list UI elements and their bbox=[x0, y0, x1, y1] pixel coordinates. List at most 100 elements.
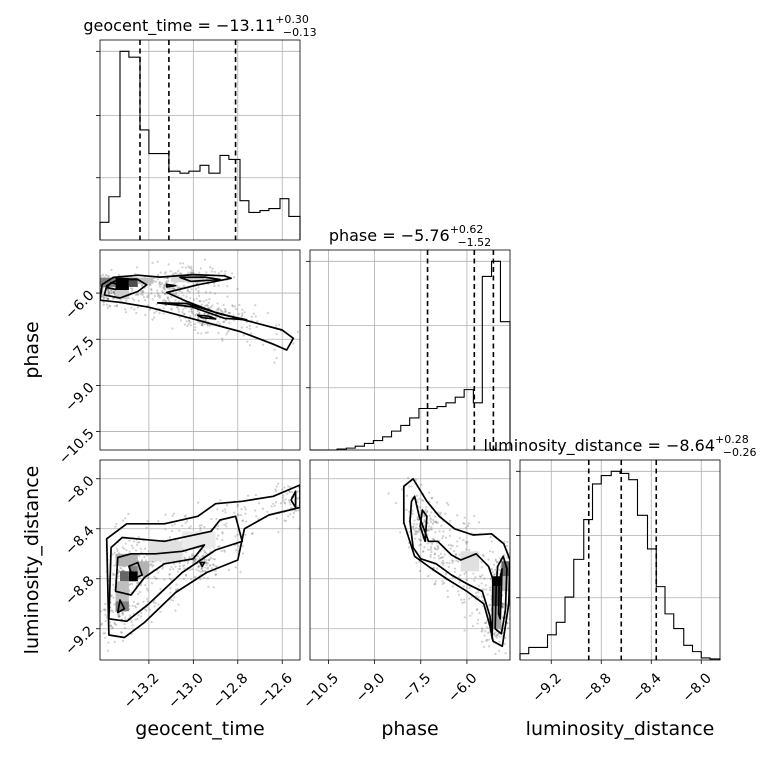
scatter-point bbox=[136, 603, 139, 606]
scatter-point bbox=[227, 311, 231, 315]
scatter-point bbox=[146, 520, 149, 523]
scatter-point bbox=[485, 621, 488, 624]
scatter-point bbox=[178, 289, 181, 293]
density-cell-0 bbox=[128, 571, 138, 582]
scatter-point bbox=[288, 501, 291, 504]
scatter-point bbox=[190, 554, 193, 557]
scatter-point bbox=[139, 584, 142, 587]
scatter-point bbox=[134, 272, 137, 276]
scatter-point bbox=[460, 598, 463, 601]
scatter-point bbox=[175, 583, 178, 586]
scatter-point bbox=[289, 513, 292, 516]
scatter-point bbox=[187, 319, 190, 322]
scatter-point bbox=[136, 592, 140, 595]
scatter-point bbox=[137, 602, 140, 605]
scatter-point bbox=[489, 589, 492, 592]
scatter-point bbox=[233, 305, 237, 308]
scatter-point bbox=[427, 529, 431, 532]
scatter-point bbox=[452, 550, 456, 553]
scatter-point bbox=[100, 622, 104, 625]
scatter-point bbox=[501, 606, 504, 609]
scatter-point bbox=[463, 573, 466, 576]
scatter-point bbox=[199, 570, 202, 573]
density-cell-5 bbox=[460, 551, 480, 572]
scatter-point bbox=[171, 327, 174, 330]
contour-2 bbox=[494, 555, 508, 635]
scatter-point bbox=[170, 530, 174, 533]
scatter-point bbox=[228, 321, 231, 324]
scatter-point bbox=[153, 311, 156, 315]
scatter-point bbox=[176, 305, 179, 308]
scatter-point bbox=[432, 518, 435, 522]
scatter-point bbox=[137, 293, 140, 296]
scatter-point bbox=[505, 544, 509, 548]
scatter-point bbox=[186, 289, 189, 293]
scatter-point bbox=[507, 626, 510, 630]
scatter-point bbox=[102, 301, 105, 304]
scatter-point bbox=[136, 541, 139, 544]
scatter-point bbox=[415, 532, 418, 536]
scatter-point bbox=[213, 292, 216, 295]
scatter-point bbox=[196, 309, 200, 313]
scatter-point bbox=[177, 300, 181, 303]
scatter-point bbox=[164, 513, 167, 516]
scatter-point bbox=[106, 297, 110, 300]
scatter-point bbox=[436, 521, 439, 524]
scatter-point bbox=[236, 287, 239, 290]
scatter-point bbox=[292, 511, 296, 515]
scatter-point bbox=[254, 304, 257, 307]
scatter-point bbox=[143, 608, 146, 611]
scatter-point bbox=[124, 311, 128, 314]
scatter-point bbox=[159, 610, 162, 613]
scatter-point bbox=[202, 300, 205, 303]
scatter-point bbox=[206, 577, 209, 580]
scatter-point bbox=[493, 632, 496, 635]
scatter-point bbox=[490, 540, 493, 543]
scatter-point bbox=[439, 556, 443, 560]
scatter-point bbox=[209, 557, 213, 560]
scatter-point bbox=[214, 573, 217, 576]
x-tick-label-3: −6.0 bbox=[445, 670, 480, 705]
scatter-point bbox=[249, 332, 253, 335]
scatter-point bbox=[484, 630, 487, 633]
scatter-point bbox=[513, 580, 515, 582]
scatter-point bbox=[493, 633, 496, 636]
scatter-point bbox=[203, 312, 207, 315]
scatter-point bbox=[109, 624, 112, 627]
scatter-point bbox=[217, 308, 220, 311]
scatter-point bbox=[441, 582, 444, 586]
scatter-point bbox=[222, 320, 225, 323]
scatter-point bbox=[104, 636, 107, 639]
scatter-point bbox=[426, 529, 429, 532]
scatter-point bbox=[411, 512, 414, 515]
scatter-point bbox=[108, 293, 111, 296]
scatter-point bbox=[149, 283, 152, 287]
pair-content bbox=[100, 482, 309, 652]
y-tick-label-3: −6.0 bbox=[62, 287, 97, 322]
scatter-point bbox=[104, 273, 108, 277]
scatter-point bbox=[185, 295, 188, 298]
histogram-phase bbox=[310, 260, 511, 451]
scatter-point bbox=[201, 324, 204, 327]
scatter-point bbox=[462, 585, 465, 588]
scatter-point bbox=[456, 545, 459, 548]
scatter-point bbox=[167, 263, 170, 266]
scatter-point bbox=[118, 615, 121, 618]
scatter-point bbox=[203, 258, 207, 261]
scatter-point bbox=[453, 567, 457, 570]
scatter-point bbox=[169, 573, 172, 576]
scatter-point bbox=[112, 297, 115, 300]
scatter-point bbox=[217, 331, 220, 335]
y-axis-phase: −10.5 −9.0 −7.5 −6.0 phase bbox=[21, 287, 100, 468]
scatter-point bbox=[458, 581, 461, 584]
scatter-point bbox=[307, 498, 309, 500]
scatter-point bbox=[159, 588, 162, 591]
scatter-point bbox=[225, 333, 228, 336]
scatter-point bbox=[224, 270, 227, 273]
scatter-point bbox=[195, 297, 198, 300]
scatter-point bbox=[444, 573, 447, 576]
scatter-point bbox=[225, 504, 229, 507]
scatter-point bbox=[282, 499, 285, 502]
scatter-point bbox=[185, 574, 188, 577]
scatter-point bbox=[275, 517, 278, 520]
